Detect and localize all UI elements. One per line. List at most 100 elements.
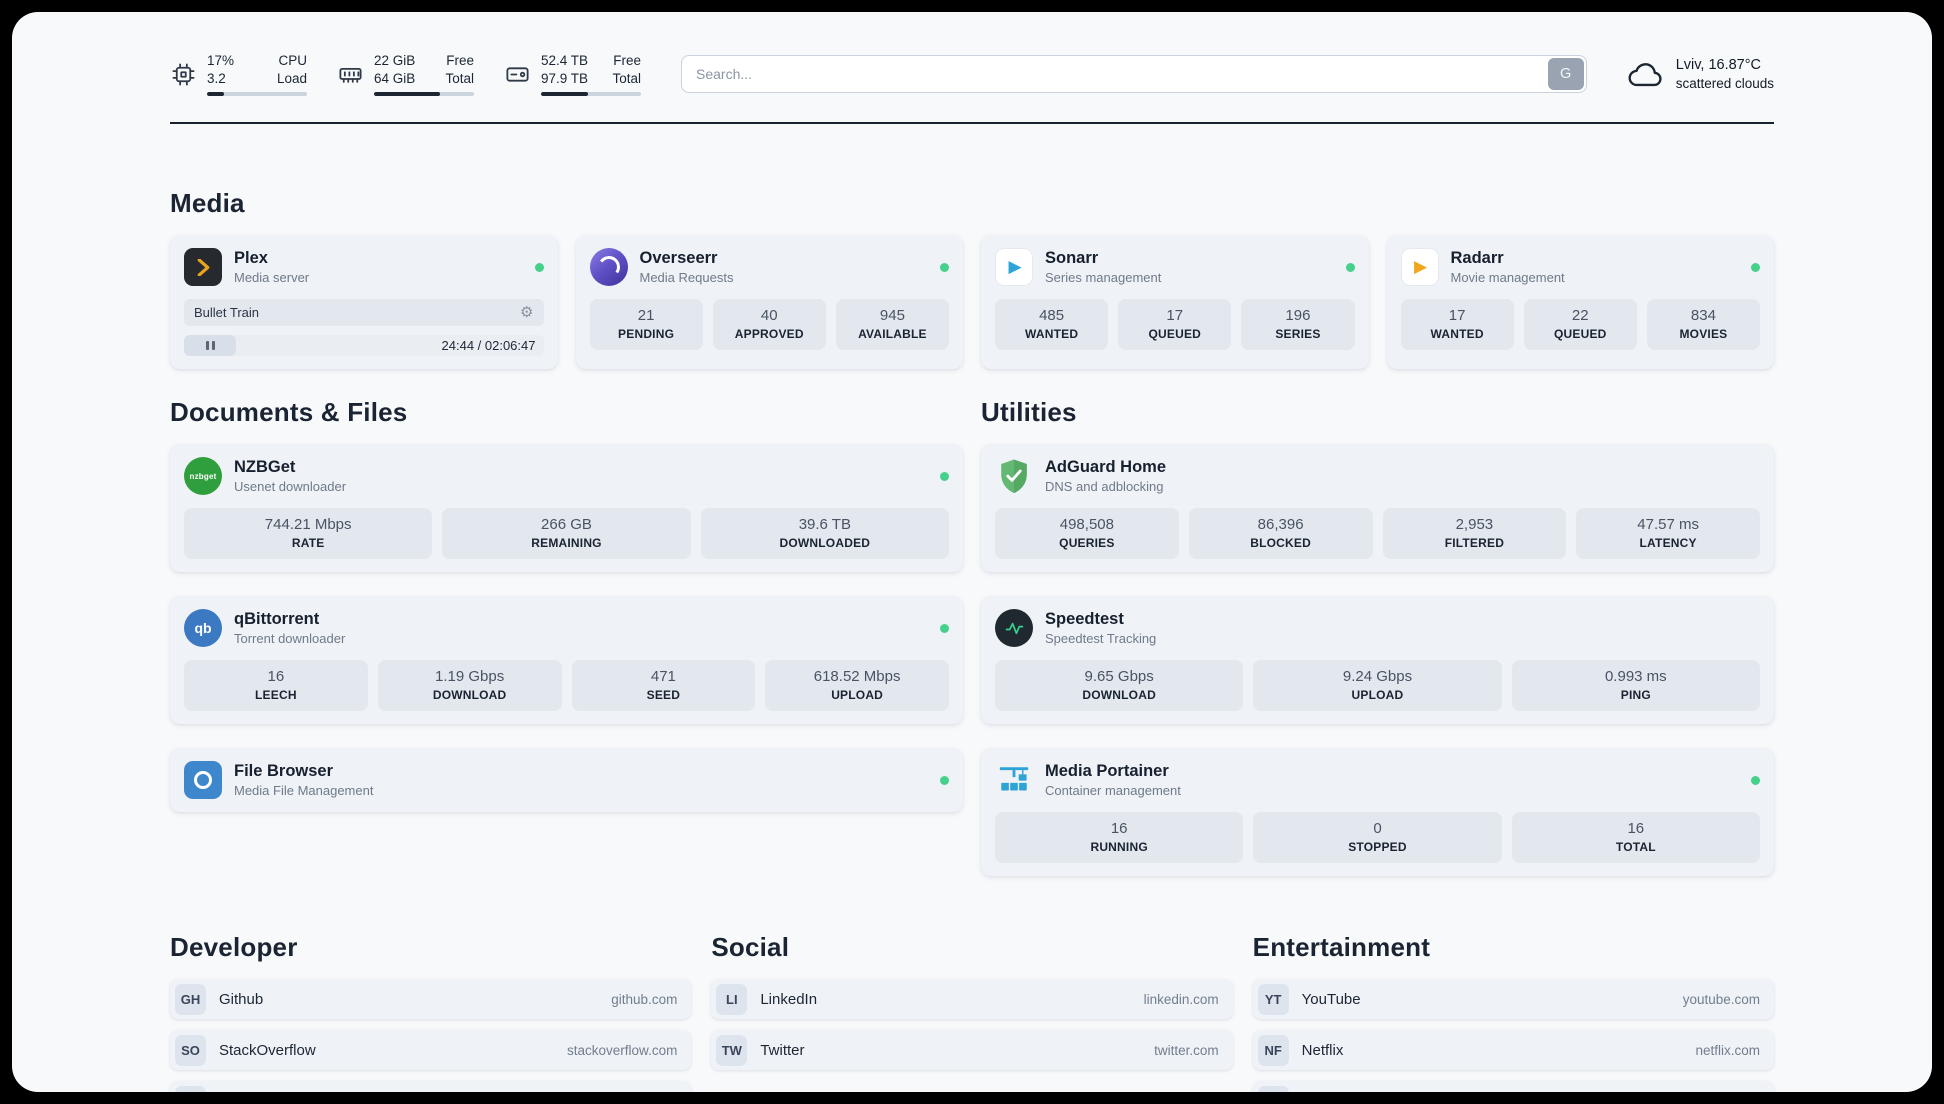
- plex-chevron-icon: [197, 258, 209, 276]
- stat-value: 9.65 Gbps: [1084, 668, 1154, 686]
- stat-tile: 16 RUNNING: [995, 812, 1244, 864]
- app-card-sonarr[interactable]: ▶ Sonarr Series management 485 WANTED: [981, 235, 1369, 370]
- stat-value: 2,953: [1455, 516, 1494, 534]
- link-url: stackoverflow.com: [567, 1042, 678, 1058]
- stat-value: 22: [1571, 307, 1589, 325]
- link-netflix[interactable]: NF Netflix netflix.com: [1252, 1030, 1774, 1071]
- stat-label: REMAINING: [531, 536, 602, 551]
- status-dot: [534, 262, 544, 272]
- stat-tile: 1.19 Gbps DOWNLOAD: [377, 660, 562, 712]
- app-card-adguard[interactable]: AdGuard Home DNS and adblocking 498,508 …: [981, 444, 1774, 573]
- link-abbr-tile: DT: [175, 1085, 206, 1092]
- now-playing-title: Bullet Train: [194, 305, 260, 321]
- link-name: Github: [219, 990, 264, 1008]
- app-card-radarr[interactable]: ▶ Radarr Movie management 17 WANTED: [1386, 235, 1774, 370]
- link-twitter[interactable]: TW Twitter twitter.com: [711, 1030, 1233, 1071]
- stat-value: 47.57 ms: [1637, 516, 1699, 534]
- stat-tile: 9.24 Gbps UPLOAD: [1253, 660, 1502, 712]
- stat-label: SEED: [646, 688, 681, 703]
- app-name: Sonarr: [1045, 249, 1099, 268]
- section-title-developer: Developer: [170, 932, 298, 963]
- stat-value: 266 GB: [541, 516, 592, 534]
- app-card-speedtest[interactable]: Speedtest Speedtest Tracking 9.65 Gbps D…: [981, 596, 1774, 725]
- nzbget-icon-text: nzbget: [189, 471, 217, 481]
- app-name: NZBGet: [234, 458, 296, 477]
- link-abbr-tile: YT: [1257, 983, 1289, 1015]
- stat-label: DOWNLOADED: [779, 536, 871, 551]
- app-card-nzbget[interactable]: nzbget NZBGet Usenet downloader 744.21 M…: [170, 444, 963, 573]
- link-url: linkedin.com: [1143, 991, 1219, 1007]
- link-dev[interactable]: DT DEV dev.to: [170, 1081, 692, 1092]
- link-reddit[interactable]: RE Reddit reddit.com: [1252, 1081, 1774, 1092]
- stat-value: 39.6 TB: [798, 516, 851, 534]
- link-name: Netflix: [1301, 1041, 1344, 1059]
- app-card-overseerr[interactable]: Overseerr Media Requests 21 PENDING 40 A…: [575, 235, 963, 370]
- search-bar: G: [681, 55, 1587, 94]
- ram-icon: [339, 67, 362, 83]
- link-stackoverflow[interactable]: SO StackOverflow stackoverflow.com: [170, 1030, 692, 1071]
- app-name: Overseerr: [639, 249, 718, 268]
- stat-label: FILTERED: [1444, 536, 1505, 551]
- section-middle: Documents & Files nzbget NZBGet Usenet d…: [170, 397, 1774, 877]
- column-entertainment: Entertainment YT YouTube youtube.com NF …: [1252, 932, 1774, 1092]
- cpu-progress-bar: [207, 92, 307, 97]
- app-card-filebrowser[interactable]: File Browser Media File Management: [170, 748, 963, 813]
- cpu-progress-fill: [207, 92, 224, 97]
- app-desc: Usenet downloader: [234, 479, 347, 495]
- stat-label: BLOCKED: [1250, 536, 1311, 551]
- link-name: LinkedIn: [760, 990, 818, 1008]
- playback-progress-bar[interactable]: 24:44 / 02:06:47: [184, 335, 544, 357]
- app-name: Speedtest: [1045, 610, 1124, 629]
- qbittorrent-icon: qb: [184, 609, 222, 648]
- app-desc: Torrent downloader: [234, 631, 346, 647]
- section-title-utilities: Utilities: [981, 397, 1077, 428]
- stat-label: WANTED: [1024, 327, 1079, 342]
- stat-value: 86,396: [1257, 516, 1304, 534]
- search-engine-button[interactable]: G: [1547, 58, 1584, 91]
- stat-tile: 21 PENDING: [589, 299, 703, 351]
- link-url: youtube.com: [1682, 991, 1760, 1007]
- stat-value: 471: [650, 668, 676, 686]
- ram-progress-fill: [374, 92, 440, 97]
- stat-label: DOWNLOAD: [1082, 688, 1156, 703]
- stat-label: QUEUED: [1148, 327, 1202, 342]
- link-url: netflix.com: [1695, 1042, 1760, 1058]
- stat-tile: 0.993 ms PING: [1511, 660, 1760, 712]
- app-name: Radarr: [1450, 249, 1504, 268]
- pause-button[interactable]: [184, 335, 236, 357]
- portainer-crane-icon: [995, 761, 1033, 799]
- stat-tile: 471 SEED: [571, 660, 756, 712]
- link-youtube[interactable]: YT YouTube youtube.com: [1252, 979, 1774, 1020]
- header-divider: [170, 122, 1774, 125]
- link-github[interactable]: GH Github github.com: [170, 979, 692, 1020]
- adguard-shield-icon: [995, 457, 1033, 495]
- search-input[interactable]: [681, 55, 1587, 94]
- weather-widget: Lviv, 16.87°C scattered clouds: [1627, 57, 1774, 91]
- qbittorrent-icon-text: qb: [194, 620, 212, 637]
- app-card-plex[interactable]: Plex Media server Bullet Train ⚙ 24:44 /…: [170, 235, 558, 370]
- app-name: Media Portainer: [1045, 762, 1169, 781]
- stat-value: 9.24 Gbps: [1342, 668, 1413, 686]
- ram-label-top: Free: [446, 53, 474, 68]
- ram-progress-bar: [374, 92, 474, 97]
- app-desc: Series management: [1045, 270, 1162, 286]
- plex-icon: [184, 248, 222, 287]
- stat-tile: 47.57 ms LATENCY: [1576, 508, 1760, 560]
- stat-tile: 2,953 FILTERED: [1382, 508, 1567, 560]
- stat-tile: 16 LEECH: [184, 660, 368, 712]
- gear-icon[interactable]: ⚙: [520, 304, 534, 322]
- stat-tile: 86,396 BLOCKED: [1188, 508, 1373, 560]
- ram-free-value: 22 GiB: [374, 53, 416, 68]
- app-card-portainer[interactable]: Media Portainer Container management 16 …: [981, 748, 1774, 877]
- stat-label: LATENCY: [1639, 536, 1697, 551]
- app-name: Plex: [234, 249, 268, 268]
- disk-progress-fill: [541, 92, 588, 97]
- stat-tile: 39.6 TB DOWNLOADED: [700, 508, 949, 560]
- app-desc: Media server: [234, 270, 310, 286]
- app-card-qbittorrent[interactable]: qb qBittorrent Torrent downloader 16 LEE…: [170, 596, 963, 725]
- disk-total-value: 97.9 TB: [541, 70, 589, 86]
- stat-tile: 744.21 Mbps RATE: [184, 508, 433, 560]
- link-linkedin[interactable]: LI LinkedIn linkedin.com: [711, 979, 1233, 1020]
- stat-tile: 17 WANTED: [1400, 299, 1514, 351]
- app-name: AdGuard Home: [1045, 458, 1167, 477]
